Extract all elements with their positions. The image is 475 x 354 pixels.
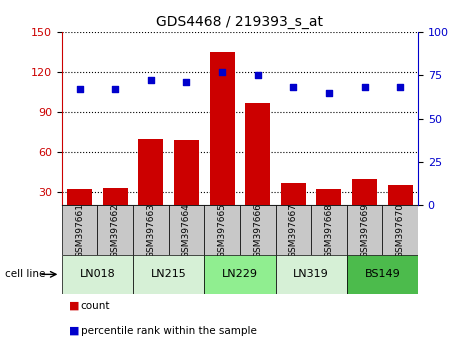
Bar <box>352 179 377 232</box>
Text: LN319: LN319 <box>293 269 329 279</box>
Text: BS149: BS149 <box>364 269 400 279</box>
Bar <box>103 188 128 232</box>
Text: LN215: LN215 <box>151 269 187 279</box>
Bar <box>382 205 418 255</box>
Bar <box>67 189 92 232</box>
Point <box>396 85 404 90</box>
Bar <box>133 255 204 294</box>
Bar <box>97 205 133 255</box>
Bar <box>281 183 306 232</box>
Text: GSM397667: GSM397667 <box>289 202 298 258</box>
Text: ■: ■ <box>69 301 79 311</box>
Bar <box>204 255 276 294</box>
Text: LN229: LN229 <box>222 269 258 279</box>
Text: GSM397661: GSM397661 <box>75 202 84 258</box>
Text: GSM397670: GSM397670 <box>396 202 405 258</box>
Title: GDS4468 / 219393_s_at: GDS4468 / 219393_s_at <box>156 16 323 29</box>
Point <box>289 85 297 90</box>
Bar <box>347 205 382 255</box>
Text: LN018: LN018 <box>79 269 115 279</box>
Bar <box>245 103 270 232</box>
Bar <box>62 205 97 255</box>
Point <box>111 86 119 92</box>
Bar <box>311 205 347 255</box>
Bar <box>169 205 204 255</box>
Bar <box>276 205 311 255</box>
Text: GSM397668: GSM397668 <box>324 202 333 258</box>
Bar <box>388 185 413 232</box>
Text: GSM397663: GSM397663 <box>146 202 155 258</box>
Text: count: count <box>81 301 110 311</box>
Point <box>218 69 226 75</box>
Point <box>254 73 261 78</box>
Point <box>361 85 369 90</box>
Point <box>76 86 84 92</box>
Text: GSM397662: GSM397662 <box>111 202 120 258</box>
Text: GSM397666: GSM397666 <box>253 202 262 258</box>
Bar <box>62 255 133 294</box>
Bar <box>240 205 276 255</box>
Bar <box>138 139 163 232</box>
Point <box>182 79 190 85</box>
Point <box>147 78 155 83</box>
Text: cell line: cell line <box>5 269 45 279</box>
Bar <box>133 205 169 255</box>
Bar <box>316 189 342 232</box>
Text: percentile rank within the sample: percentile rank within the sample <box>81 326 256 336</box>
Text: GSM397665: GSM397665 <box>218 202 227 258</box>
Bar <box>204 205 240 255</box>
Bar <box>174 140 199 232</box>
Bar <box>209 52 235 232</box>
Bar <box>276 255 347 294</box>
Point <box>325 90 332 96</box>
Text: GSM397669: GSM397669 <box>360 202 369 258</box>
Text: GSM397664: GSM397664 <box>182 202 191 258</box>
Text: ■: ■ <box>69 326 79 336</box>
Bar <box>347 255 418 294</box>
